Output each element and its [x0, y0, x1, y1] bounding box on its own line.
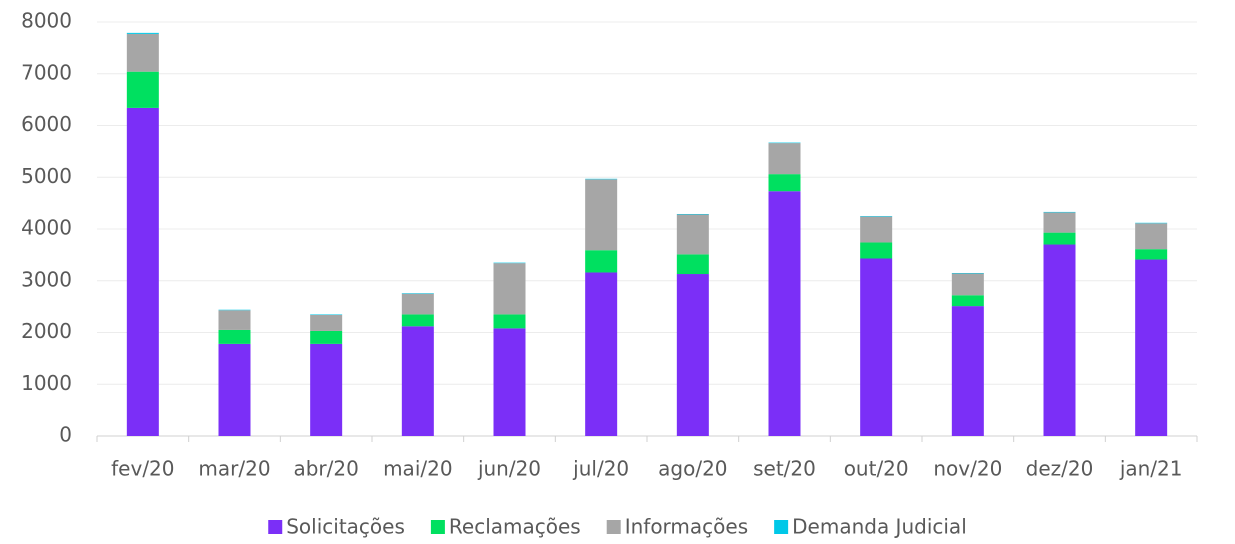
bar-segment [951, 306, 984, 436]
bar-segment [585, 178, 618, 180]
bar-segment [1135, 259, 1168, 436]
x-tick-label: abr/20 [293, 457, 358, 481]
legend-label: Reclamações [449, 515, 581, 539]
bar-segment [493, 262, 526, 264]
bar-segment [1135, 223, 1168, 250]
x-tick-label: mar/20 [198, 457, 270, 481]
legend-swatch [268, 520, 283, 534]
bar-segment [860, 216, 893, 217]
bar-segment [401, 293, 434, 315]
legend-label: Informações [625, 515, 748, 539]
y-tick-label: 6000 [21, 112, 72, 136]
bar-segment [860, 258, 893, 436]
bar-segment [310, 314, 343, 331]
bar-segment [1135, 222, 1168, 224]
bar-segment [585, 250, 618, 273]
bar-segment [126, 33, 159, 72]
legend-label: Demanda Judicial [792, 515, 967, 539]
legend-swatch [606, 520, 621, 534]
bar-segment [768, 174, 801, 192]
bar-segment [493, 314, 526, 329]
bar-segment [1135, 249, 1168, 260]
bar-segment [676, 274, 709, 436]
bar-segment [218, 343, 251, 436]
bar-segment [1043, 232, 1076, 245]
bar-segment [1043, 244, 1076, 436]
bar-segment [585, 272, 618, 436]
x-tick-label: dez/20 [1026, 457, 1094, 481]
y-tick-label: 0 [59, 423, 72, 447]
bar-segment [218, 329, 251, 344]
bar-segment [1043, 212, 1076, 233]
x-tick-label: mai/20 [383, 457, 452, 481]
y-tick-label: 2000 [21, 319, 72, 343]
x-tick-label: nov/20 [933, 457, 1002, 481]
legend-swatch [430, 520, 445, 534]
x-tick-label: out/20 [844, 457, 909, 481]
bar-segment [126, 107, 159, 436]
y-tick-label: 1000 [21, 371, 72, 395]
x-tick-label: fev/20 [111, 457, 174, 481]
bar-segment [310, 343, 343, 436]
bar-segment [951, 272, 984, 274]
bar-segment [768, 191, 801, 436]
y-tick-label: 8000 [21, 9, 72, 33]
x-tick-label: ago/20 [658, 457, 727, 481]
y-tick-label: 4000 [21, 216, 72, 240]
bar-segment [676, 214, 709, 255]
bar-segment [1043, 211, 1076, 213]
bar-segment [218, 309, 251, 311]
x-tick-label: jul/20 [572, 457, 629, 481]
legend-swatch [774, 520, 789, 534]
bar-segment [310, 314, 343, 315]
bar-segment [951, 273, 984, 296]
bar-segment [401, 314, 434, 327]
bar-segment [768, 142, 801, 144]
bar-segment [676, 213, 709, 215]
y-tick-label: 5000 [21, 164, 72, 188]
y-tick-label: 7000 [21, 60, 72, 84]
bar-segment [493, 328, 526, 436]
bar-segment [768, 143, 801, 175]
bar-segment [310, 330, 343, 344]
bar-segment [218, 310, 251, 330]
bar-segment [126, 32, 159, 34]
x-tick-label: set/20 [753, 457, 816, 481]
bar-segment [951, 295, 984, 307]
x-tick-label: jun/20 [477, 457, 541, 481]
bar-segment [860, 242, 893, 259]
bar-segment [126, 71, 159, 108]
legend-label: Solicitações [286, 515, 405, 539]
bar-segment [493, 263, 526, 315]
bar-segment [401, 293, 434, 294]
x-tick-label: jan/21 [1119, 457, 1183, 481]
y-tick-label: 3000 [21, 267, 72, 291]
bar-segment [860, 216, 893, 243]
bar-segment [585, 179, 618, 251]
bar-segment [676, 254, 709, 275]
bar-segment [401, 326, 434, 436]
